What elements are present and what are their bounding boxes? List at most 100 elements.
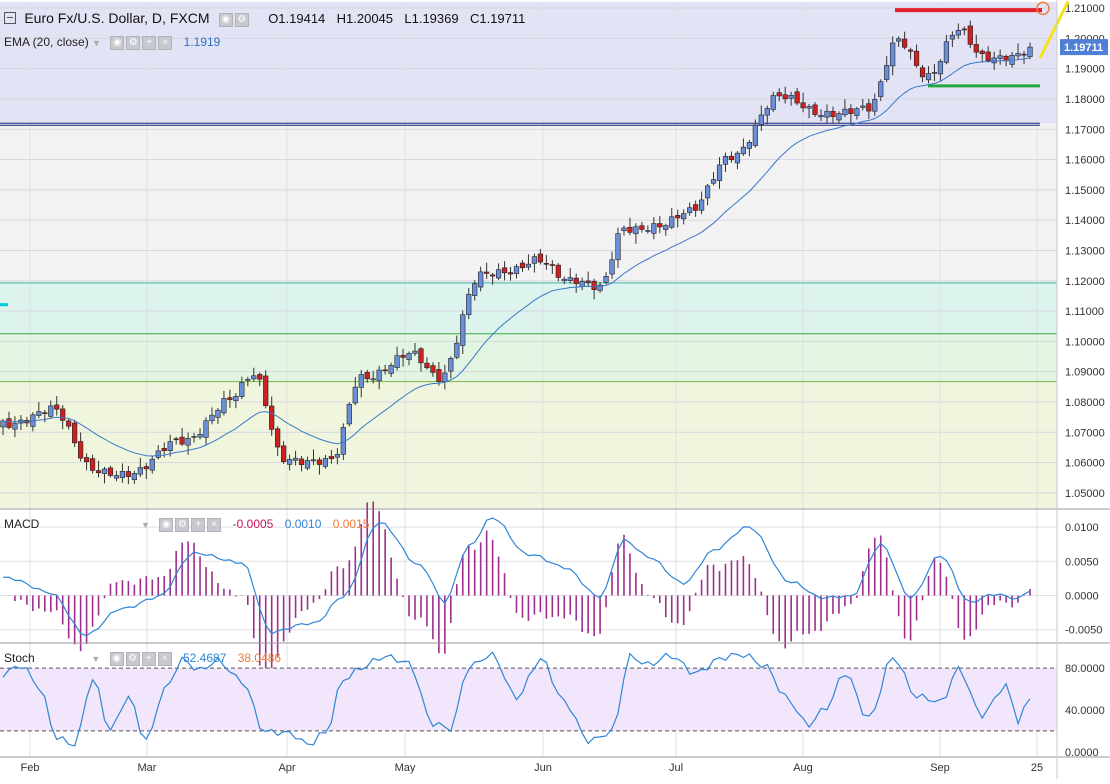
bull-candle [943, 41, 950, 63]
bull-candle [842, 108, 848, 116]
bear-candle [6, 418, 12, 428]
bull-candle [991, 57, 997, 64]
bear-candle [848, 108, 854, 114]
eye-icon[interactable]: ◉ [218, 13, 233, 28]
bear-candle [639, 225, 645, 230]
bull-candle [704, 185, 711, 199]
plus-icon[interactable]: + [191, 518, 206, 533]
close-icon[interactable]: × [158, 36, 173, 51]
ema-value: 1.1919 [183, 35, 221, 49]
bull-candle [12, 422, 18, 430]
gear-icon[interactable]: ⚙ [125, 652, 140, 667]
bull-candle [388, 365, 394, 374]
bear-candle [436, 369, 442, 382]
dropdown-arrow-icon[interactable]: ▼ [141, 520, 150, 530]
bear-candle [382, 369, 388, 372]
bear-candle [364, 372, 370, 380]
eye-icon[interactable]: ◉ [110, 36, 125, 51]
macd-line-value: 0.0010 [284, 517, 322, 531]
x-tick-label: Sep [930, 762, 950, 774]
bear-candle [985, 51, 991, 62]
bull-candle [119, 471, 126, 478]
upper-range-band [0, 2, 1057, 124]
macd-legend: MACD ▼ ◉ ⚙ + × -0.0005 0.0010 0.0015 [4, 517, 377, 533]
bull-candle [645, 230, 651, 232]
bear-candle [72, 422, 78, 444]
bear-candle [107, 467, 114, 476]
price-tick-label: 1.16000 [1065, 155, 1105, 167]
bear-candle [179, 436, 185, 445]
close-icon[interactable]: × [157, 652, 172, 667]
bear-candle [275, 428, 281, 448]
bull-candle [215, 409, 221, 418]
price-tick-label: 1.17000 [1065, 124, 1105, 136]
price-tick-label: 1.11000 [1065, 306, 1104, 318]
bull-candle [197, 434, 203, 438]
bull-candle [770, 95, 776, 110]
bull-candle [239, 382, 245, 397]
bull-candle [149, 458, 155, 471]
olive-zone-band [0, 381, 1057, 508]
plus-icon[interactable]: + [141, 652, 156, 667]
close-icon[interactable]: × [207, 518, 222, 533]
bear-candle [430, 365, 436, 373]
bear-candle [60, 408, 66, 421]
open-value: O1.19414 [268, 11, 326, 26]
bear-candle [83, 457, 90, 463]
bull-candle [896, 38, 902, 42]
bear-candle [424, 362, 430, 369]
ema-legend-buttons: ◉ ⚙ + × [110, 35, 174, 51]
bear-candle [866, 103, 872, 112]
plus-icon[interactable]: + [142, 36, 157, 51]
collapse-icon[interactable] [4, 12, 16, 24]
bear-candle [573, 277, 579, 284]
bear-candle [967, 25, 973, 45]
bull-candle [346, 404, 352, 425]
gear-icon[interactable]: ⚙ [234, 13, 249, 28]
gear-icon[interactable]: ⚙ [175, 518, 190, 533]
bear-candle [693, 204, 699, 211]
bull-candle [651, 223, 657, 234]
bear-candle [54, 404, 60, 410]
bear-candle [549, 264, 555, 266]
dropdown-arrow-icon[interactable]: ▼ [92, 38, 101, 48]
bear-candle [1021, 53, 1027, 56]
bull-candle [561, 278, 567, 282]
yellow-trendline [1038, 0, 1070, 59]
high-value: H1.20045 [336, 11, 394, 26]
bull-candle [466, 293, 472, 315]
bear-candle [89, 458, 96, 471]
dropdown-arrow-icon[interactable]: ▼ [91, 654, 101, 664]
price-tick-label: 1.05000 [1065, 488, 1105, 500]
price-tick-label: 1.21000 [1065, 3, 1105, 15]
bull-candle [287, 459, 293, 465]
price-tick-label: 1.19000 [1065, 64, 1105, 76]
bull-candle [442, 372, 448, 383]
bull-candle [334, 454, 340, 458]
bull-candle [687, 207, 693, 213]
price-tick-label: 1.07000 [1065, 427, 1105, 439]
eye-icon[interactable]: ◉ [159, 518, 174, 533]
bull-candle [48, 405, 54, 417]
bull-candle [710, 179, 717, 184]
bear-candle [507, 272, 514, 275]
bull-candle [806, 106, 812, 109]
stoch-d-value: 38.0486 [237, 651, 282, 665]
eye-icon[interactable]: ◉ [109, 652, 124, 667]
candles-group [0, 20, 1033, 485]
bear-candle [537, 253, 543, 263]
x-tick-label: Aug [793, 762, 813, 774]
ema-line [2, 57, 1031, 457]
bull-candle [460, 314, 466, 346]
macd-signal-value: 0.0015 [332, 517, 370, 531]
price-tick-label: 1.15000 [1065, 185, 1105, 197]
gear-icon[interactable]: ⚙ [126, 36, 141, 51]
macd-tick-label: 0.0100 [1065, 522, 1099, 534]
bull-candle [740, 146, 746, 155]
x-tick-label: Apr [278, 762, 295, 774]
bear-candle [961, 28, 967, 31]
bear-candle [281, 445, 287, 462]
bear-candle [328, 456, 335, 460]
